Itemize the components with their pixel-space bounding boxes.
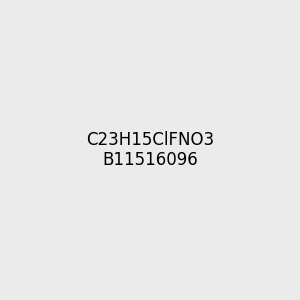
Text: C23H15ClFNO3
B11516096: C23H15ClFNO3 B11516096 xyxy=(86,130,214,170)
